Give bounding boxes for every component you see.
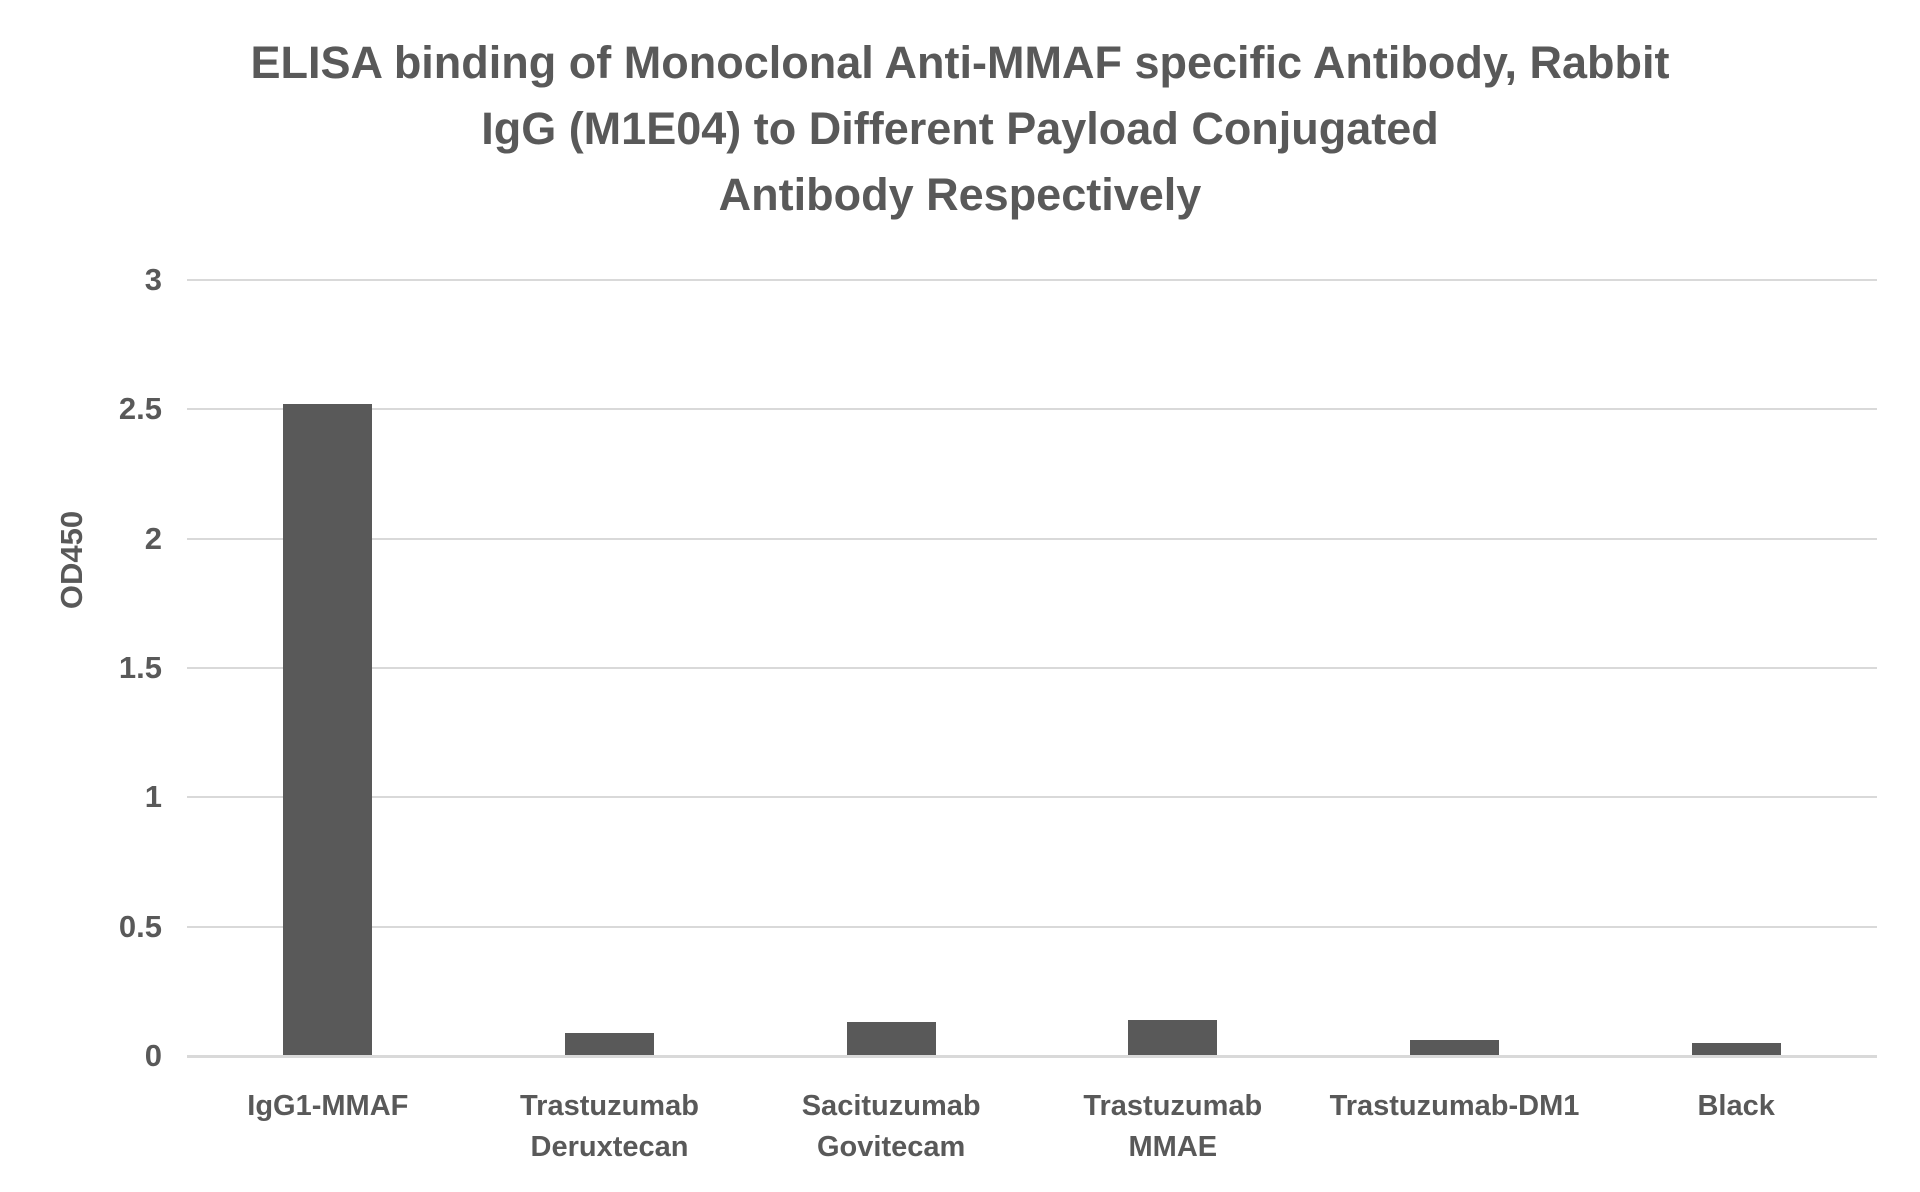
gridline (187, 408, 1877, 411)
x-category-label: Black (1697, 1090, 1775, 1122)
gridline (187, 925, 1877, 928)
y-tick-label: 0 (144, 1038, 162, 1073)
x-category-label: Trastuzumab-DM1 (1329, 1090, 1580, 1122)
x-category-label: Sacituzumab Govitecam (801, 1090, 981, 1163)
bar-trastuzumab-mmae (1128, 1019, 1218, 1056)
gridline (187, 796, 1877, 799)
y-tick-label: 3 (144, 262, 162, 297)
x-category-label: IgG1-MMAF (247, 1090, 409, 1122)
bar-sacituzumab-govitecam (846, 1022, 936, 1056)
x-axis-line (187, 1055, 1877, 1058)
bar-trastuzumab-dm1 (1410, 1040, 1499, 1056)
bar-trastuzumab-deruxtecan (565, 1032, 654, 1056)
y-tick-label: 1.5 (118, 650, 162, 685)
y-tick-label: 0.5 (118, 908, 162, 944)
y-tick-label: 1 (144, 779, 162, 815)
gridline (187, 279, 1877, 281)
gridline (187, 537, 1877, 540)
x-category-label: Trastuzumab Deruxtecan (520, 1090, 699, 1163)
bar-black (1691, 1043, 1781, 1056)
x-category-label: Trastuzumab MMAE (1083, 1090, 1263, 1163)
chart-title: ELISA binding of Monoclonal Anti-MMAF sp… (250, 37, 1670, 220)
gridline (187, 667, 1877, 669)
bar-igg1-mmaf (283, 404, 373, 1056)
y-tick-label: 2.5 (118, 391, 162, 427)
y-tick-label: 2 (144, 520, 162, 556)
